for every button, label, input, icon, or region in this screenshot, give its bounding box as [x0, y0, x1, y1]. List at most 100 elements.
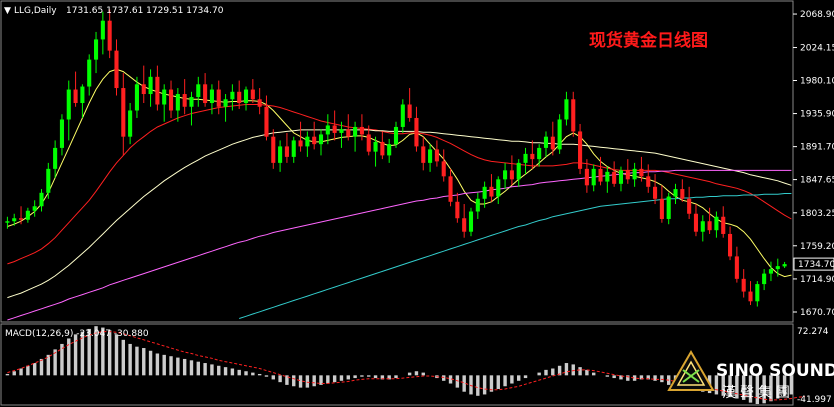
candle: [659, 185, 664, 223]
price-tick-label: 2024.15: [800, 44, 834, 54]
last-price-box: [793, 257, 834, 271]
ma-line-slow: [7, 129, 792, 299]
candle: [107, 9, 112, 59]
candle: [693, 204, 699, 237]
candle: [134, 76, 139, 118]
candle: [537, 144, 542, 167]
macd-label: MACD(12,26,9) -23.047 -30.880: [5, 329, 149, 339]
candle: [646, 164, 651, 193]
candle: [189, 91, 194, 126]
candle: [291, 136, 296, 163]
candle: [216, 80, 221, 115]
candle: [557, 114, 562, 154]
ma-line-ma250: [239, 193, 792, 319]
macd-signal-line: [7, 331, 806, 401]
candle: [175, 88, 180, 122]
macd-axis-bottom: -41.997: [797, 395, 832, 405]
candle: [400, 99, 405, 133]
candle: [598, 156, 603, 186]
candle: [571, 91, 576, 137]
candle: [80, 84, 85, 118]
candle: [121, 73, 126, 156]
candle: [230, 84, 235, 111]
candle: [612, 161, 617, 187]
candle: [25, 207, 30, 223]
candle: [768, 261, 774, 282]
candle: [475, 192, 480, 219]
ma-line-fast: [7, 68, 792, 278]
candle: [441, 149, 446, 182]
candle: [39, 189, 44, 212]
candle: [250, 79, 255, 104]
candle: [141, 65, 146, 104]
macd-axis-top: 72.274: [797, 327, 829, 337]
candle: [550, 121, 555, 156]
candle: [332, 110, 337, 141]
candle: [748, 281, 753, 306]
ma-line-ma200: [7, 169, 792, 321]
candle: [373, 136, 378, 167]
candle: [182, 79, 187, 115]
candle: [5, 216, 10, 229]
candle: [428, 144, 433, 172]
chart-arrow-icon: ▼: [4, 6, 11, 16]
candle: [523, 147, 528, 175]
candle: [223, 94, 228, 122]
candle: [543, 131, 549, 157]
candle: [462, 204, 467, 238]
candles: [5, 9, 787, 307]
logo-emblem-icon: [667, 350, 715, 391]
candle: [284, 132, 289, 163]
candle: [666, 192, 671, 225]
price-tick-label: 1847.65: [800, 176, 834, 186]
candle: [155, 65, 160, 111]
candle: [707, 207, 712, 234]
candle: [407, 88, 412, 122]
candle: [243, 86, 249, 111]
candle: [434, 140, 439, 167]
candle: [755, 281, 760, 307]
price-tick-label: 1759.20: [800, 242, 834, 252]
candle: [114, 39, 119, 96]
candle: [564, 91, 569, 126]
candle: [32, 200, 37, 217]
candle: [168, 80, 174, 118]
candle: [503, 162, 508, 190]
candle: [455, 192, 460, 223]
chart-title: 现货黄金日线图: [589, 30, 708, 51]
candle: [700, 215, 705, 242]
candle: [73, 71, 78, 107]
candle: [148, 69, 153, 107]
candle: [414, 106, 419, 152]
candle: [257, 88, 262, 115]
candle: [325, 114, 330, 145]
candle: [721, 206, 726, 238]
candle: [271, 129, 276, 169]
price-tick-label: 1980.10: [800, 76, 834, 86]
moving-averages: [7, 68, 792, 321]
candle: [782, 261, 787, 268]
candle: [203, 73, 208, 107]
candle: [359, 114, 364, 141]
candle: [680, 179, 685, 202]
candle: [468, 207, 474, 237]
candle: [346, 114, 351, 141]
candle: [509, 155, 514, 186]
price-tick-label: 1891.70: [800, 143, 834, 153]
candle: [298, 121, 303, 152]
candle: [312, 121, 317, 150]
candle: [591, 164, 596, 192]
candle: [687, 186, 692, 219]
candle: [18, 206, 24, 225]
candle: [339, 121, 344, 148]
logo-name-en: SINO SOUND: [716, 361, 834, 381]
candle: [516, 159, 521, 187]
candle: [489, 174, 494, 202]
candle: [100, 11, 105, 55]
candle: [728, 226, 733, 261]
candle: [366, 125, 371, 156]
candle: [584, 159, 589, 193]
candle: [196, 76, 201, 107]
candle: [653, 174, 658, 205]
